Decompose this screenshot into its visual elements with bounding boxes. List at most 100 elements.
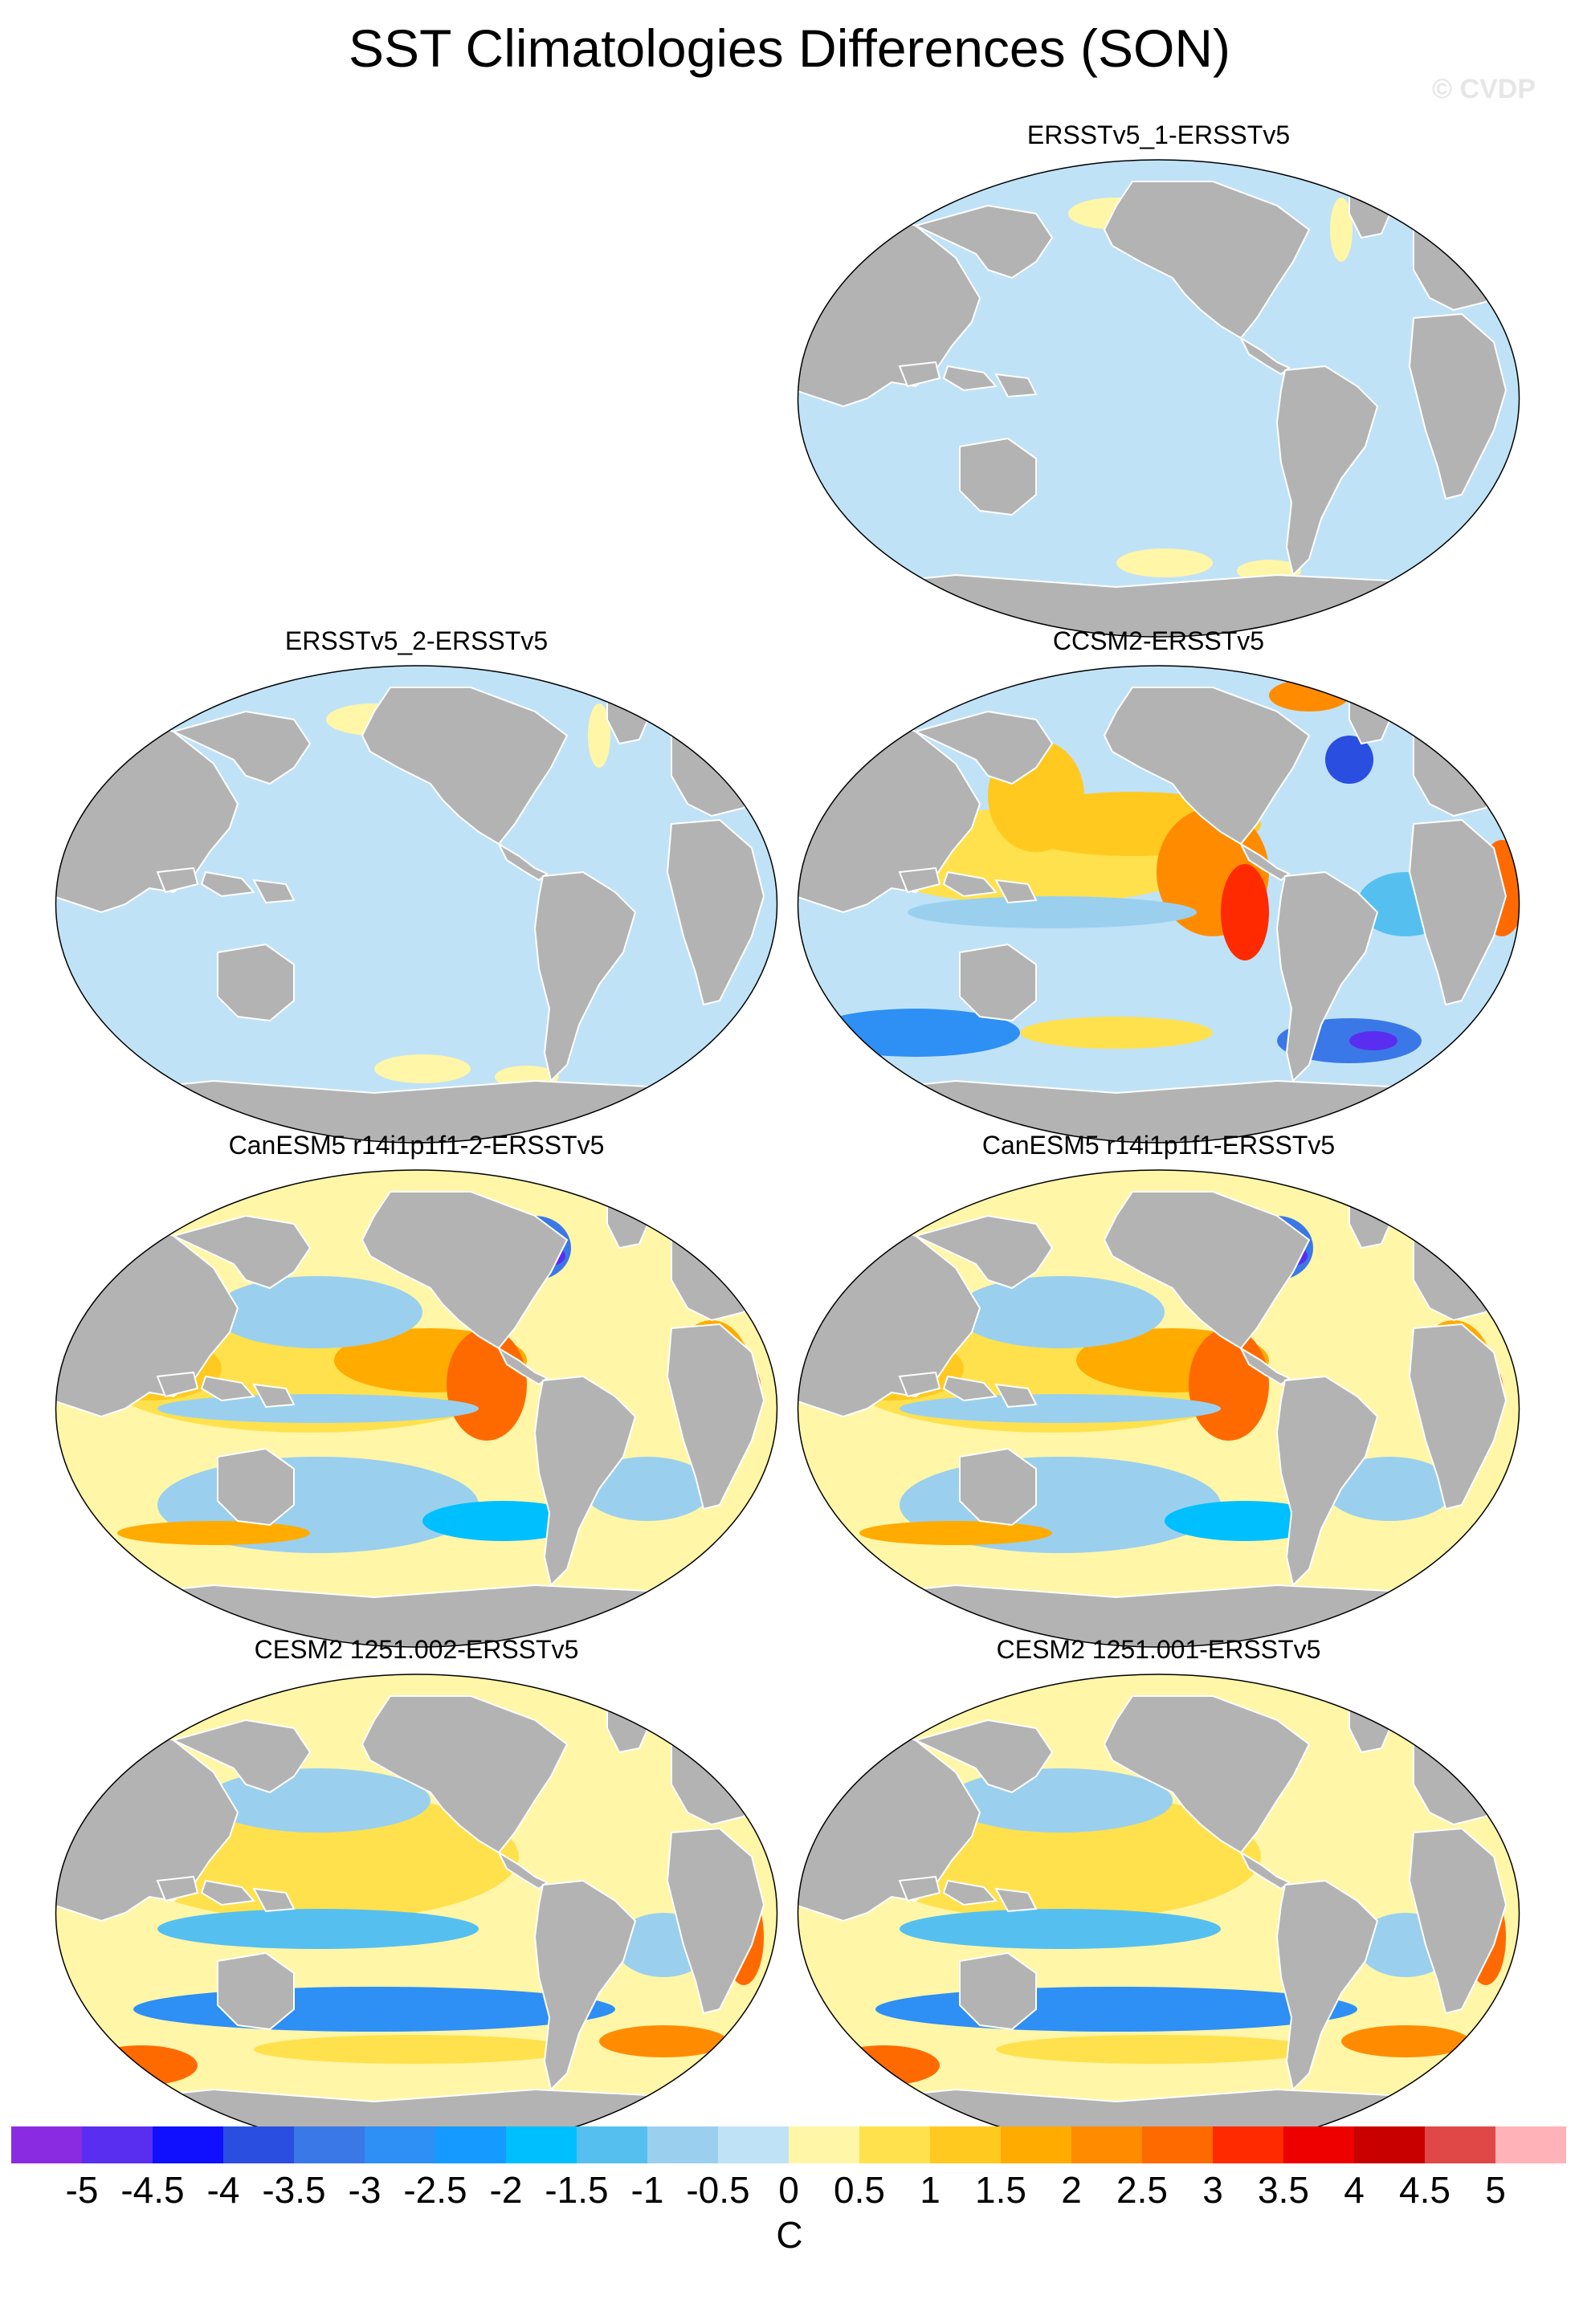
land-mass [1275, 1375, 1379, 1587]
sst-anomaly-region [1189, 1328, 1269, 1441]
cvdp-watermark: © CVDP [1432, 74, 1536, 104]
colorbar-tick-label: 0.5 [834, 2169, 885, 2211]
sst-anomaly-region [1116, 548, 1213, 577]
map-border [55, 665, 778, 1144]
colorbar-tick-label: -2.5 [403, 2169, 467, 2211]
sst-anomaly-region [1325, 736, 1373, 784]
land-mass [666, 1323, 765, 1511]
map [797, 1674, 1520, 2152]
land-mass [361, 1695, 569, 1854]
colorbar [11, 2126, 1566, 2163]
colorbar-tick-label: -5 [65, 2169, 99, 2211]
sst-anomaly-region [956, 1276, 1165, 1348]
sst-anomaly-region [588, 703, 610, 768]
colorbar-ticks: -5 -4.5 -4 -3.5 -3 -2.5 -2 -1.5 -1 -0.5 0 0.5 1 1.5 2 2… [11, 2168, 1566, 2216]
land-mass [1408, 1323, 1508, 1511]
land-mass [1103, 687, 1311, 846]
panel-title: CanESM5 r14i1p1f1-2-ERSSTv5 [228, 1131, 605, 1160]
colorbar-tick-label: -3 [348, 2169, 381, 2211]
land-mass [898, 361, 941, 388]
sst-anomaly-region [583, 1457, 712, 1521]
land-mass [252, 879, 296, 904]
sst-anomaly-region [996, 2035, 1317, 2064]
map-panel-canesm5: CanESM5 r14i1p1f1-ERSSTv5 [795, 1131, 1522, 1657]
land-mass [171, 710, 312, 785]
sst-anomaly-region [157, 1909, 479, 1949]
sst-anomaly-region [843, 1684, 940, 1716]
land-mass [1408, 312, 1508, 500]
land-mass [898, 1875, 941, 1902]
sst-anomaly-region [827, 2045, 940, 2085]
map [55, 1169, 778, 1648]
sst-anomaly-region [157, 1394, 479, 1423]
map-panel-ersstv5-2: ERSSTv5_2-ERSSTv5 [53, 626, 780, 1152]
panel-title: ERSSTv5_1-ERSSTv5 [1026, 120, 1291, 149]
colorbar-swatch [506, 2126, 577, 2163]
colorbar-tick-label: -4.5 [120, 2169, 185, 2211]
map [55, 665, 778, 1144]
panel-title: ERSSTv5_2-ERSSTv5 [284, 626, 549, 655]
land-mass [200, 1375, 256, 1402]
land-mass [200, 1879, 256, 1906]
colorbar-tick-label: -3.5 [262, 2169, 326, 2211]
colorbar-tick-label: 1.5 [975, 2169, 1026, 2211]
land-mass [533, 870, 637, 1082]
land-mass [171, 1214, 312, 1290]
land-mass [1103, 1695, 1311, 1854]
land-mass [942, 870, 998, 898]
colorbar-tick-label: 3 [1202, 2169, 1223, 2211]
colorbar-tick-label: -0.5 [686, 2169, 750, 2211]
colorbar-swatch [223, 2126, 294, 2163]
colorbar-swatch [859, 2126, 930, 2163]
panel-title: CESM2 1251.001-ERSSTv5 [996, 1635, 1321, 1664]
colorbar-swatch [647, 2126, 718, 2163]
land-mass [361, 1191, 569, 1350]
sst-anomaly-region [1341, 2025, 1470, 2057]
sst-anomaly-region [422, 1501, 583, 1541]
land-mass [533, 1375, 637, 1587]
colorbar-tick-label: 5 [1485, 2169, 1506, 2211]
colorbar-tick-label: -4 [206, 2169, 240, 2211]
sst-anomaly-region [1349, 1031, 1397, 1050]
land-mass [942, 1375, 998, 1402]
sst-anomaly-region [374, 1054, 471, 1083]
sst-anomaly-region [214, 1276, 422, 1348]
sst-anomaly-region [101, 1684, 198, 1716]
colorbar-unit-label: C [776, 2214, 803, 2256]
land-mass [156, 866, 199, 894]
land-mass [217, 943, 295, 1022]
land-mass [994, 1887, 1038, 1913]
sst-anomaly-region [254, 2035, 575, 2064]
land-mass [913, 1719, 1054, 1794]
sst-anomaly-region [948, 1768, 1173, 1833]
map-panel-ccsm2: CCSM2-ERSSTv5 [795, 626, 1522, 1152]
colorbar-tick-label: 2 [1061, 2169, 1082, 2211]
sst-anomaly-region [117, 1521, 310, 1545]
colorbar-swatch [82, 2126, 153, 2163]
colorbar-tick-label: 3.5 [1258, 2169, 1309, 2211]
sst-anomaly-region [1165, 1501, 1325, 1541]
colorbar-swatch [1283, 2126, 1354, 2163]
colorbar-tick-label: 4 [1344, 2169, 1365, 2211]
map [55, 1674, 778, 2152]
land-mass [217, 1447, 295, 1527]
colorbar-swatch [577, 2126, 647, 2163]
land-mass [1408, 818, 1508, 1006]
colorbar-swatch [365, 2126, 435, 2163]
colorbar-swatch [1001, 2126, 1071, 2163]
colorbar-swatch [1425, 2126, 1495, 2163]
land-mass [942, 1879, 998, 1906]
colorbar-tick-label: -1.5 [545, 2169, 609, 2211]
colorbar-swatch [1142, 2126, 1213, 2163]
land-mass [913, 710, 1054, 785]
land-mass [252, 1383, 296, 1409]
sst-anomaly-region [599, 2025, 728, 2057]
land-mass [898, 866, 941, 894]
colorbar-swatch [1495, 2126, 1566, 2163]
sst-anomaly-region [859, 1521, 1052, 1545]
colorbar-swatch [1213, 2126, 1283, 2163]
land-mass [898, 1371, 941, 1398]
map-panel-canesm5-2: CanESM5 r14i1p1f1-2-ERSSTv5 [53, 1131, 780, 1657]
figure-title: SST Climatologies Differences (SON) [349, 18, 1230, 78]
land-mass [959, 943, 1037, 1022]
